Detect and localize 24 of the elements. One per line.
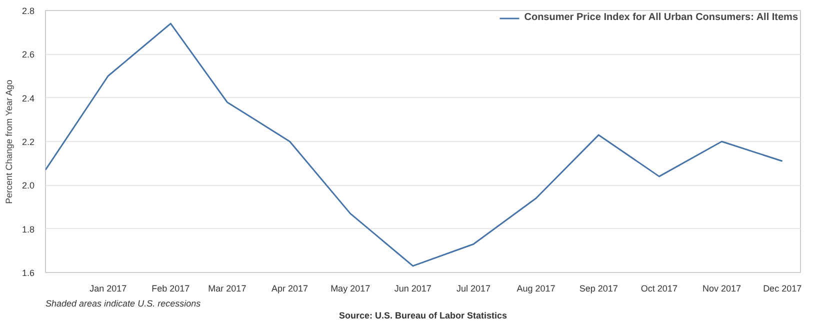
text: Shaded areas indicate U.S. recessions [46,298,202,308]
y-tick-label: 1.8 [22,224,35,234]
y-tick-label: 2.2 [22,137,35,147]
x-tick-label: Nov 2017 [702,284,742,294]
x-tick-label: Mar 2017 [208,284,246,294]
x-tick-label: Sep 2017 [579,284,618,294]
x-tick-label: Jun 2017 [394,284,432,294]
line-series [46,22,784,267]
x-tick-label: Dec 2017 [763,284,802,294]
y-tick-label: 2.6 [22,50,35,60]
y-tick-label: 2.4 [22,93,35,104]
y-axis-title: Percent Change from Year Ago [4,80,14,204]
x-tick-label: Apr 2017 [272,284,308,294]
source-note: Source: U.S. Bureau of Labor Statistics [338,310,508,320]
legend-label: Consumer Price Index for All Urban Consumers: All Items [524,12,798,23]
x-tick-label: Jul 2017 [456,284,490,294]
x-tick-label: Feb 2017 [152,284,190,294]
y-tick-label: 2.0 [22,180,35,191]
y-tick-label: 2.8 [22,6,35,16]
x-tick-label: Oct 2017 [640,284,678,294]
x-tick-label: Aug 2017 [516,284,556,294]
x-tick-label: Jan 2017 [90,284,127,294]
y-tick-label: 1.6 [22,268,35,278]
x-tick-label: May 2017 [330,284,370,294]
